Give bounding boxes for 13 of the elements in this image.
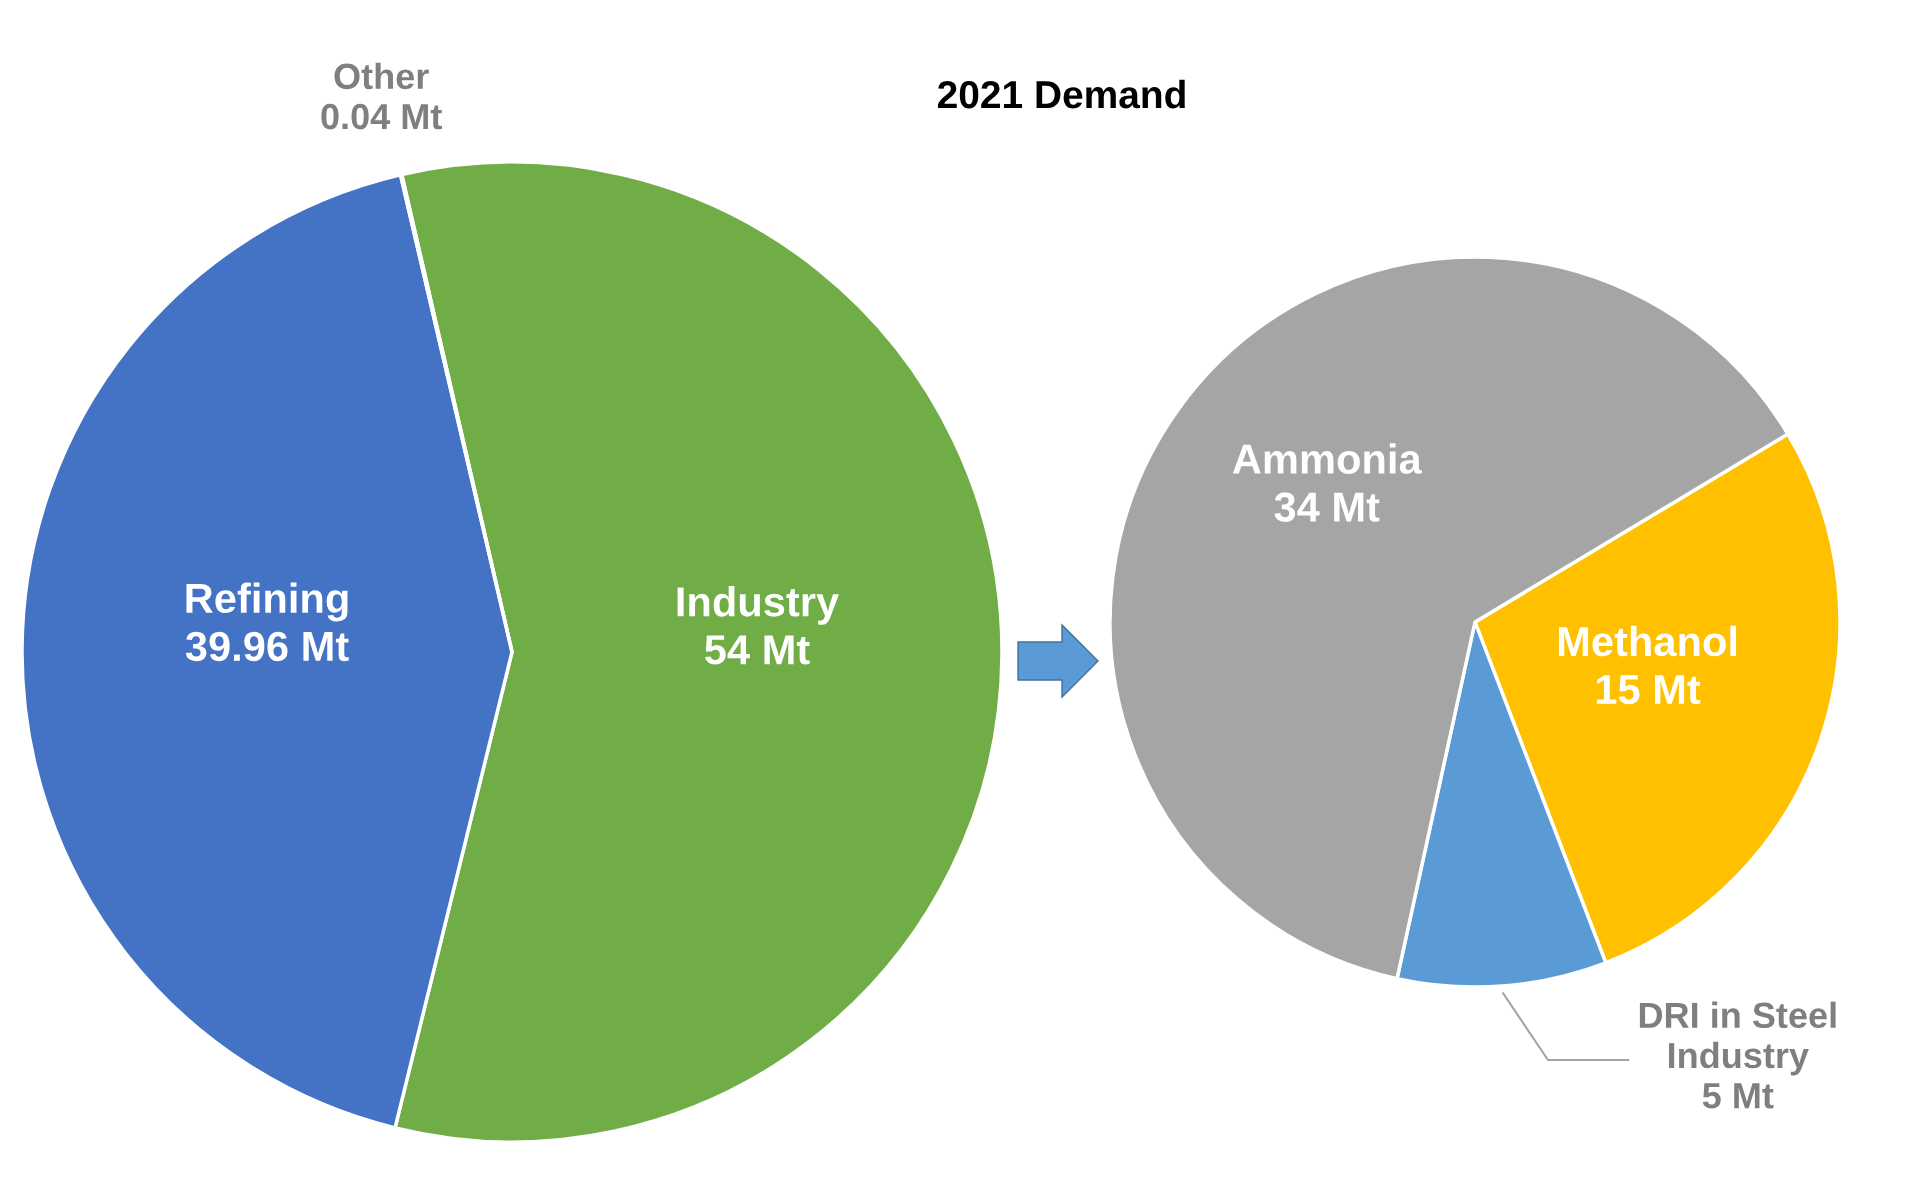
data-label: 15 Mt xyxy=(1596,675,1701,705)
slice-label: Refining xyxy=(186,582,348,622)
data-label: 39.96 Mt xyxy=(185,631,349,662)
slice-label: Other xyxy=(334,62,429,90)
slice-label: Industry xyxy=(677,586,839,625)
slice-label: Methanol xyxy=(1558,625,1737,657)
data-label: 0.04 Mt xyxy=(321,103,442,130)
chart-title: 2021 Demand xyxy=(937,79,1185,109)
slice-label: Ammonia xyxy=(1232,443,1422,474)
data-label: 5 Mt xyxy=(1702,1083,1774,1109)
data-label: 34 Mt xyxy=(1274,492,1380,522)
slice-label: DRI in Steel Industry xyxy=(1639,1001,1836,1076)
data-label: 54 Mt xyxy=(705,635,810,665)
